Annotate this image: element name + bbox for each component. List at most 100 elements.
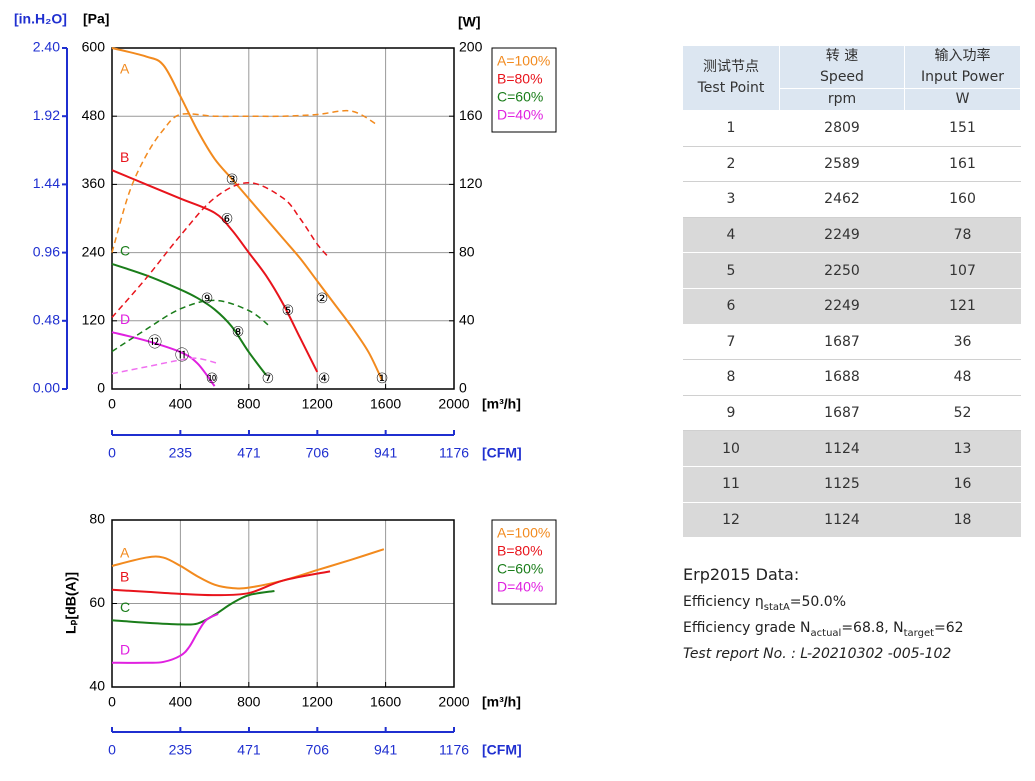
curve xyxy=(111,169,319,373)
table-row: 11 1125 16 xyxy=(682,466,1021,503)
x-tick-label: 0 xyxy=(108,694,116,710)
note: Erp2015 Data: xyxy=(683,565,800,584)
x2-axis-label: [CFM] xyxy=(482,742,522,758)
alt-tick-label: 0.48 xyxy=(33,312,60,328)
alt-tick-label: 1.92 xyxy=(33,107,60,123)
y2-axis-label: [W] xyxy=(458,14,481,30)
x2-tick-label: 1176 xyxy=(439,445,469,461)
table-cell: 2809 xyxy=(779,110,905,147)
curve-label: A xyxy=(120,61,130,77)
table-row: 8 1688 48 xyxy=(682,359,1021,396)
y2-tick-label: 200 xyxy=(459,39,483,55)
y-axis-label: Lₚ[dB(A)] xyxy=(63,572,79,634)
curve-label: C xyxy=(120,599,130,615)
x2-axis-label: [CFM] xyxy=(482,445,522,461)
table-cell: 36 xyxy=(904,324,1021,361)
x-tick-label: 1600 xyxy=(370,396,401,412)
unit-cell: rpm xyxy=(779,88,905,111)
table-row: 4 2249 78 xyxy=(682,217,1021,254)
curve xyxy=(111,263,267,376)
table-cell: 1687 xyxy=(779,324,905,361)
curve-label: A xyxy=(120,545,130,561)
x2-tick-label: 0 xyxy=(108,445,116,461)
header-text: 测试节点 xyxy=(703,59,759,75)
curve xyxy=(111,613,219,664)
table-cell: 5 xyxy=(682,252,780,289)
table-cell: 121 xyxy=(904,288,1021,325)
table-cell: 13 xyxy=(904,430,1021,467)
table-cell: 2249 xyxy=(779,217,905,254)
table-cell: 1124 xyxy=(779,502,905,539)
power-curve xyxy=(111,181,329,318)
y-tick-label: 40 xyxy=(89,678,105,694)
test-point: ⑨ xyxy=(201,291,214,307)
curve xyxy=(111,47,384,381)
table-row: 10 1124 13 xyxy=(682,430,1021,467)
y-tick-label: 60 xyxy=(89,594,105,610)
table-cell: 6 xyxy=(682,288,780,325)
test-point: ⑦ xyxy=(262,371,275,387)
x2-tick-label: 1176 xyxy=(439,742,469,758)
legend-entry: B=80% xyxy=(497,543,543,559)
x-tick-label: 0 xyxy=(108,396,116,412)
table-row: 2 2589 161 xyxy=(682,146,1021,183)
unit-cell: W xyxy=(904,88,1021,111)
table-cell: 9 xyxy=(682,395,780,432)
note: Efficiency ηstatA=50.0% xyxy=(683,594,964,613)
y2-tick-label: 120 xyxy=(459,175,483,191)
legend-entry: D=40% xyxy=(497,579,543,595)
legend-box xyxy=(491,519,557,605)
legend-entry: C=60% xyxy=(497,89,543,105)
curve-label: B xyxy=(120,149,129,165)
x-tick-label: 1200 xyxy=(302,396,333,412)
legend-entry: B=80% xyxy=(497,71,543,87)
y2-tick-label: 40 xyxy=(459,312,475,328)
x-tick-label: 800 xyxy=(237,694,261,710)
y-tick-label: 240 xyxy=(82,243,106,259)
table-row: 7 1687 36 xyxy=(682,324,1021,361)
x-tick-label: 400 xyxy=(169,396,193,412)
alt-tick-label: 0.00 xyxy=(33,380,60,396)
note-text: =68.8, N xyxy=(841,619,904,636)
legend-entry: A=100% xyxy=(497,53,550,69)
legend-entry: D=40% xyxy=(497,107,543,123)
curve xyxy=(111,589,275,626)
power-curve xyxy=(111,357,219,375)
table-cell: 1 xyxy=(682,110,780,147)
y2-tick-label: 80 xyxy=(459,243,475,259)
curve-label: B xyxy=(120,568,129,584)
x2-tick-label: 471 xyxy=(237,742,261,758)
table-row: 12 1124 18 xyxy=(682,502,1021,539)
header-text: 转 速 xyxy=(825,48,859,64)
curve xyxy=(111,548,385,590)
table-cell: 4 xyxy=(682,217,780,254)
note: Test report No. : L-20210302 -005-102 xyxy=(683,645,952,662)
header-cell: 输入功率 Input Power xyxy=(904,45,1021,89)
table-cell: 151 xyxy=(904,110,1021,147)
table-row: 1 2809 151 xyxy=(682,110,1021,147)
table-row: 6 2249 121 xyxy=(682,288,1021,325)
table-cell: 161 xyxy=(904,146,1021,183)
test-point: ③ xyxy=(226,172,239,188)
header-text: Speed xyxy=(820,69,864,85)
table-row: 9 1687 52 xyxy=(682,395,1021,432)
y-tick-label: 600 xyxy=(82,39,106,55)
y-tick-label: 80 xyxy=(89,511,105,527)
x2-tick-label: 941 xyxy=(374,445,398,461)
curve xyxy=(111,331,216,387)
x2-tick-label: 941 xyxy=(374,742,398,758)
charts: 0120240360480600[Pa]0.000.480.961.441.92… xyxy=(14,11,557,758)
note-text: =50.0% xyxy=(789,594,847,610)
header-text: Test Point xyxy=(697,80,765,96)
x-axis-label: [m³/h] xyxy=(482,694,521,710)
note-text: =62 xyxy=(934,619,964,636)
table-cell: 107 xyxy=(904,252,1021,289)
table-cell: 16 xyxy=(904,466,1021,503)
x2-tick-label: 706 xyxy=(306,742,330,758)
note-text: Efficiency grade N xyxy=(683,619,811,636)
x-tick-label: 2000 xyxy=(438,694,469,710)
x2-tick-label: 235 xyxy=(169,445,193,461)
table-cell: 10 xyxy=(682,430,780,467)
table-cell: 1688 xyxy=(779,359,905,396)
test-point: ⑧ xyxy=(232,325,245,341)
